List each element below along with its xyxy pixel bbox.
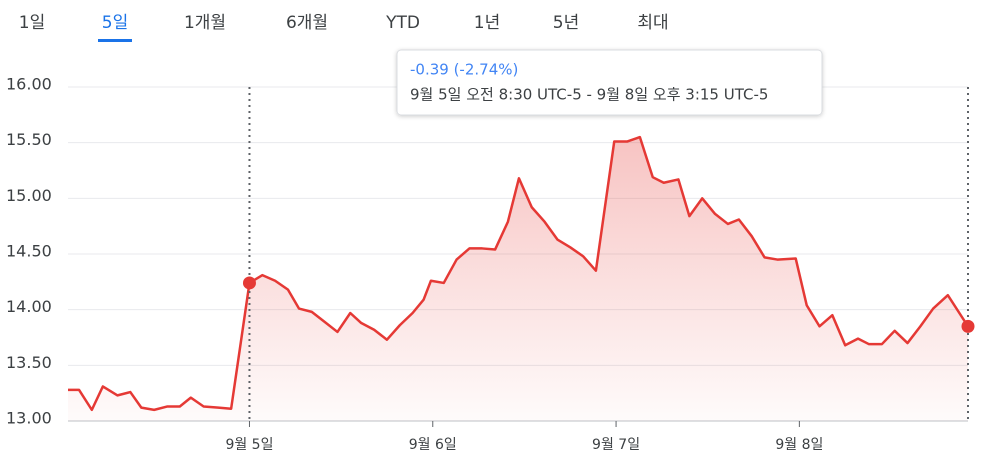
tooltip-range: 9월 5일 오전 8:30 UTC-5 - 9월 8일 오후 3:15 UTC-… xyxy=(410,86,768,104)
y-tick-label: 15.00 xyxy=(6,186,52,205)
y-tick-label: 14.50 xyxy=(6,242,52,261)
area-fill xyxy=(68,137,968,421)
y-tick-label: 15.50 xyxy=(6,130,52,149)
selection-point xyxy=(242,276,256,290)
range-tab[interactable]: 최대 xyxy=(637,13,668,33)
selected-underline xyxy=(98,39,132,42)
range-tab[interactable]: 1일 xyxy=(19,13,45,33)
tooltip: -0.39 (-2.74%) 9월 5일 오전 8:30 UTC-5 - 9월 … xyxy=(396,49,823,116)
price-line xyxy=(68,135,970,412)
range-tab[interactable]: 1년 xyxy=(474,13,500,33)
y-tick-label: 16.00 xyxy=(6,75,52,94)
x-tick-label: 9월 7일 xyxy=(592,437,640,453)
plot: 13.00 13.50 14.00 14.50 15.00 15.50 16.00 9월 5일… xyxy=(6,75,975,453)
tooltip-box xyxy=(396,49,823,116)
tooltip-change: -0.39 (-2.74%) xyxy=(410,61,518,79)
y-tick-label: 13.50 xyxy=(6,353,52,372)
y-tick-label: 14.00 xyxy=(6,297,52,316)
range-tab[interactable]: 1개월 xyxy=(184,13,226,33)
selection-point xyxy=(961,319,975,333)
range-tab[interactable]: 6개월 xyxy=(286,13,328,33)
x-tick-label: 9월 8일 xyxy=(775,437,823,453)
range-tab[interactable]: 5일 xyxy=(102,13,128,33)
range-tabs: 1일 5일 1개월 6개월 YTD 1년 5년 최대 xyxy=(19,13,669,42)
y-tick-label: 13.00 xyxy=(6,409,52,428)
x-tick-label: 9월 5일 xyxy=(225,437,273,453)
range-tab[interactable]: YTD xyxy=(385,13,420,33)
range-tab[interactable]: 5년 xyxy=(553,13,579,33)
x-tick-label: 9월 6일 xyxy=(409,437,457,453)
